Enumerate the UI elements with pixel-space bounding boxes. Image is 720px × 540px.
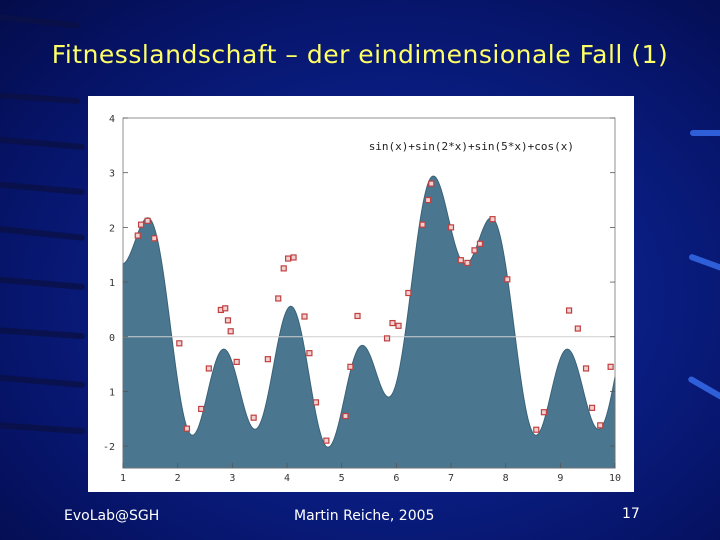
population-point: [342, 412, 349, 420]
plot-frame: [122, 117, 616, 469]
x-tick-label: 5: [339, 473, 345, 484]
population-point: [323, 437, 330, 444]
population-point: [301, 313, 308, 320]
population-point: [134, 232, 141, 239]
y-tick-label: 1: [109, 387, 115, 398]
population-point: [447, 224, 455, 231]
population-point: [144, 217, 151, 224]
x-tick-label: 9: [557, 473, 563, 484]
population-point: [264, 356, 271, 363]
series-area: [122, 175, 616, 469]
population-point: [471, 247, 478, 254]
population-point: [183, 425, 191, 432]
plot-panel: 4 3 2 1 0 1 -2 1 2 3 4 5 6 7 8 9 10 sin(x)+sin(2*x)+sin(…: [88, 96, 634, 492]
y-tick-label: 0: [109, 333, 115, 344]
population-point: [250, 414, 257, 421]
population-point: [205, 365, 212, 372]
population-point: [574, 325, 581, 332]
population-point: [582, 365, 590, 372]
population-point: [347, 363, 354, 370]
population-point: [504, 276, 511, 283]
population-point: [489, 216, 496, 223]
population-point: [424, 196, 432, 204]
y-tick-label: 4: [109, 114, 115, 125]
population-point: [290, 254, 297, 261]
population-point: [476, 240, 484, 247]
y-tick-label: 2: [109, 223, 115, 234]
x-tick-label: 3: [229, 473, 235, 484]
population-point: [176, 340, 183, 347]
population-point: [389, 319, 396, 327]
x-tick-label: 8: [503, 473, 509, 484]
population-point: [540, 409, 548, 416]
population-point: [607, 363, 614, 370]
footer-center: Martin Reiche, 2005: [294, 508, 435, 524]
population-point: [419, 221, 426, 228]
population-point: [137, 221, 145, 228]
population-point: [224, 317, 232, 324]
x-tick-label: 4: [284, 473, 290, 484]
population-point: [306, 350, 313, 357]
population-point: [233, 358, 240, 366]
population-point: [354, 312, 361, 320]
population-point: [151, 235, 158, 242]
area-layer: [122, 175, 616, 469]
population-point: [597, 422, 604, 429]
population-point: [405, 289, 412, 297]
x-tick-label: 6: [393, 473, 399, 484]
x-tick-label: 10: [609, 473, 621, 484]
population-point: [457, 257, 464, 264]
page-number: 17: [622, 506, 640, 522]
population-point: [428, 180, 435, 187]
population-point: [464, 259, 471, 267]
population-point: [533, 426, 540, 433]
population-point: [280, 265, 287, 272]
x-tick-label: 1: [120, 473, 126, 484]
points-layer: [134, 180, 614, 444]
population-point: [198, 405, 205, 413]
population-point: [284, 255, 292, 262]
population-point: [222, 305, 229, 312]
population-point: [588, 404, 596, 411]
population-point: [275, 295, 282, 302]
population-point: [227, 328, 234, 335]
slide-title: Fitnesslandschaft – der eindimensionale …: [51, 40, 669, 69]
y-tick-label: 3: [109, 169, 115, 180]
x-tick-label: 2: [175, 473, 181, 484]
y-tick-label: 1: [109, 278, 115, 289]
population-point: [312, 399, 320, 406]
x-tick-label: 7: [448, 473, 454, 484]
decorative-streak: [690, 130, 720, 136]
y-tick-label: -2: [103, 442, 115, 453]
legend-label: sin(x)+sin(2*x)+sin(5*x)+cos(x): [369, 140, 574, 153]
population-point: [383, 335, 391, 342]
population-point: [395, 322, 402, 329]
footer-left: EvoLab@SGH: [64, 508, 160, 524]
population-point: [565, 307, 573, 314]
